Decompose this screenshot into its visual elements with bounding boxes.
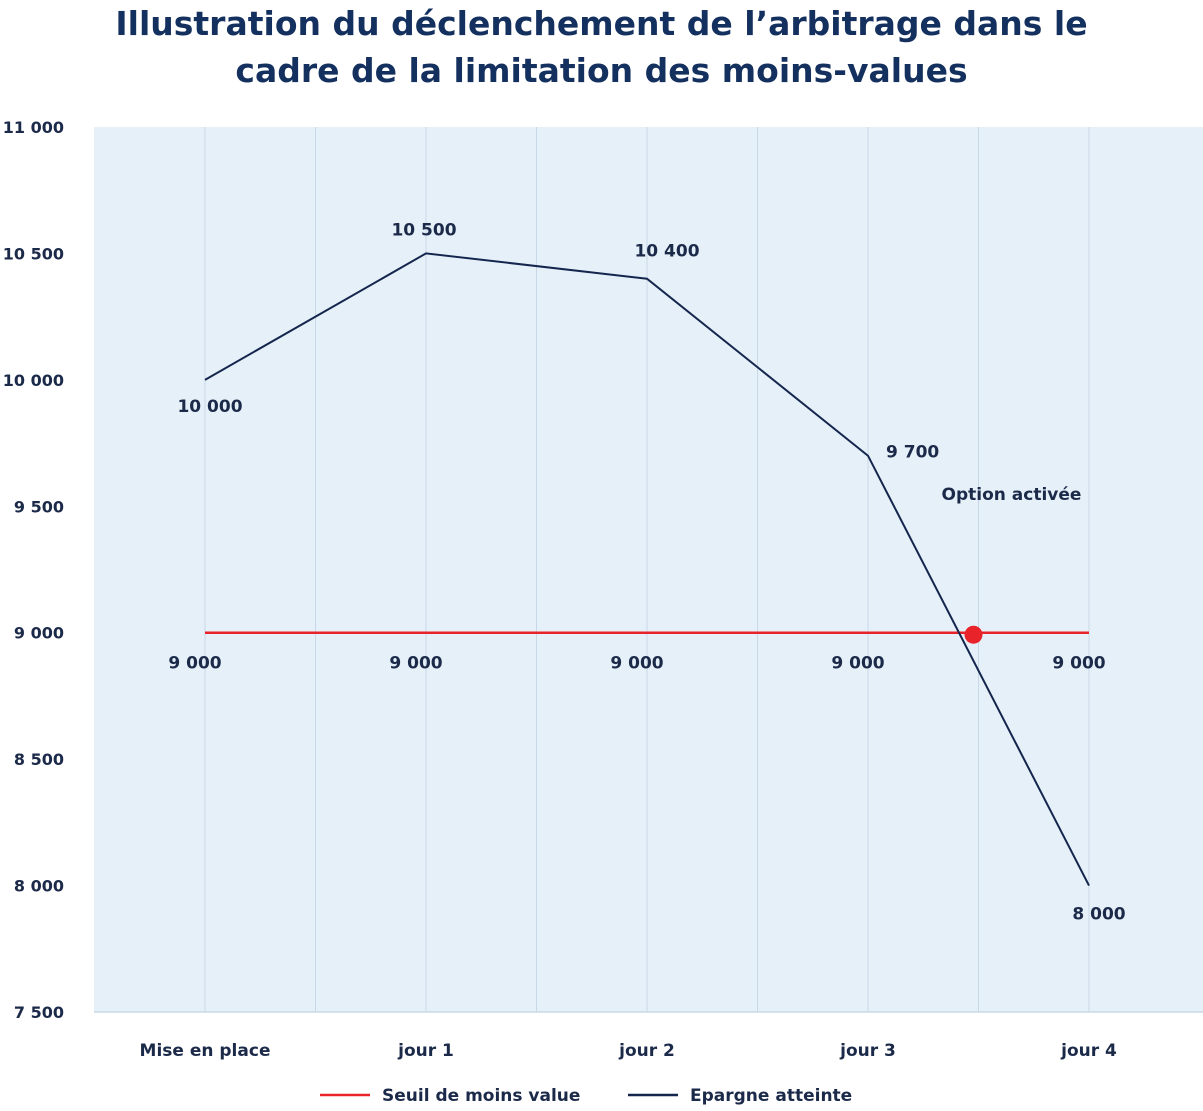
legend-label: Seuil de moins value — [382, 1086, 580, 1106]
x-category-label: jour 2 — [618, 1041, 675, 1061]
data-label-seuil: 9 000 — [389, 654, 442, 674]
data-label-epargne: 10 500 — [391, 220, 456, 240]
y-tick-label: 8 500 — [14, 750, 64, 769]
x-category-label: jour 4 — [1060, 1041, 1117, 1061]
chart-title: Illustration du déclenchement de l’arbit… — [0, 0, 1203, 94]
x-category-label: Mise en place — [140, 1041, 271, 1061]
chart-title-line-1: Illustration du déclenchement de l’arbit… — [115, 4, 1088, 43]
data-label-seuil: 9 000 — [1052, 654, 1105, 674]
grid-lines — [94, 127, 1203, 1013]
y-tick-label: 9 500 — [14, 497, 64, 516]
annotation-label: Option activée — [942, 485, 1082, 505]
data-label-epargne: 10 000 — [177, 397, 242, 417]
crossing-marker — [964, 625, 983, 644]
y-tick-label: 10 500 — [3, 244, 64, 263]
x-category-label: jour 3 — [839, 1041, 896, 1061]
y-tick-label: 11 000 — [3, 118, 64, 137]
y-tick-label: 7 500 — [14, 1003, 64, 1022]
data-label-epargne: 10 400 — [634, 242, 699, 262]
y-tick-label: 8 000 — [14, 877, 64, 896]
series-lines — [204, 252, 1090, 887]
data-label-epargne: 8 000 — [1072, 905, 1125, 925]
annotation: Option activée — [942, 485, 1082, 644]
y-axis-tick-labels: 11 000 10 500 10 000 9 500 9 000 8 500 8 000 7 … — [3, 118, 64, 1022]
data-label-seuil: 9 000 — [831, 654, 884, 674]
y-tick-label: 10 000 — [3, 371, 64, 390]
data-labels: 9 000 9 000 9 000 9 000 9 000 10 000 10 500 10 … — [168, 220, 1125, 924]
data-label-epargne: 9 700 — [886, 443, 939, 463]
plot-area — [94, 127, 1203, 1012]
data-label-seuil: 9 000 — [610, 654, 663, 674]
legend-label: Epargne atteinte — [690, 1086, 852, 1106]
x-axis-category-labels: Mise en place jour 1 jour 2 jour 3 jour 4 — [140, 1041, 1118, 1061]
series-line-epargne — [204, 252, 1090, 887]
data-label-seuil: 9 000 — [168, 654, 221, 674]
legend: Seuil de moins value Epargne atteinte — [320, 1086, 852, 1106]
chart-title-line-2: cadre de la limitation des moins-values — [235, 51, 968, 90]
x-category-label: jour 1 — [397, 1041, 454, 1061]
y-tick-label: 9 000 — [14, 624, 64, 643]
